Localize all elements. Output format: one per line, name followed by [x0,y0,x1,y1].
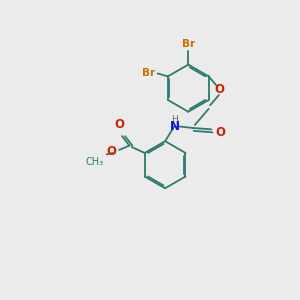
Text: O: O [215,126,225,139]
Text: O: O [114,118,124,131]
Text: H: H [171,115,178,124]
Text: CH₃: CH₃ [85,158,103,167]
Text: O: O [214,83,224,96]
Text: Br: Br [142,68,155,78]
Text: Br: Br [182,39,195,49]
Text: O: O [106,145,116,158]
Text: N: N [170,120,180,133]
